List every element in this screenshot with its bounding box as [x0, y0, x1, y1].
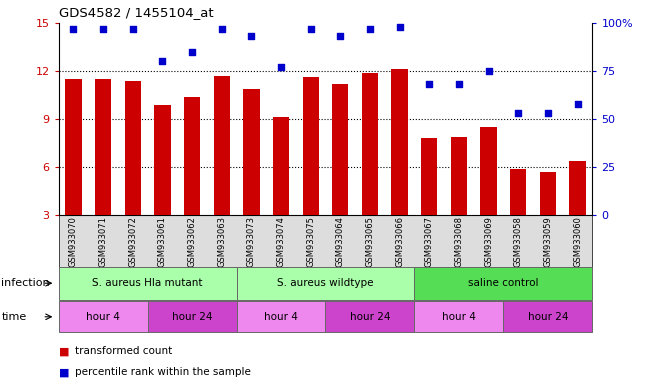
- Point: [335, 33, 346, 40]
- Text: hour 24: hour 24: [528, 312, 568, 322]
- Point: [424, 81, 434, 88]
- Bar: [273, 118, 289, 215]
- Bar: [450, 137, 467, 215]
- Point: [484, 68, 494, 74]
- Bar: [236, 267, 415, 300]
- Text: percentile rank within the sample: percentile rank within the sample: [75, 367, 251, 377]
- Bar: [59, 267, 236, 300]
- Bar: [303, 78, 319, 215]
- Text: infection: infection: [1, 278, 50, 288]
- Bar: [480, 127, 497, 215]
- Bar: [332, 84, 348, 215]
- Bar: [570, 161, 586, 215]
- Point: [305, 26, 316, 32]
- Text: hour 24: hour 24: [350, 312, 390, 322]
- Text: ■: ■: [59, 346, 69, 356]
- Bar: [59, 301, 148, 332]
- Bar: [503, 301, 592, 332]
- Bar: [124, 81, 141, 215]
- Text: S. aureus wildtype: S. aureus wildtype: [277, 278, 374, 288]
- Bar: [391, 70, 408, 215]
- Bar: [236, 301, 326, 332]
- Point: [572, 101, 583, 107]
- Bar: [148, 301, 236, 332]
- Text: GDS4582 / 1455104_at: GDS4582 / 1455104_at: [59, 6, 214, 19]
- Bar: [415, 267, 592, 300]
- Bar: [362, 73, 378, 215]
- Point: [395, 24, 405, 30]
- Bar: [184, 97, 201, 215]
- Bar: [326, 301, 415, 332]
- Text: transformed count: transformed count: [75, 346, 172, 356]
- Point: [543, 110, 553, 116]
- Text: hour 4: hour 4: [86, 312, 120, 322]
- Text: hour 4: hour 4: [442, 312, 476, 322]
- Point: [246, 33, 256, 40]
- Point: [217, 26, 227, 32]
- Bar: [214, 76, 230, 215]
- Bar: [510, 169, 527, 215]
- Bar: [415, 301, 503, 332]
- Point: [128, 26, 138, 32]
- Point: [68, 26, 79, 32]
- Bar: [95, 79, 111, 215]
- Text: saline control: saline control: [468, 278, 538, 288]
- Text: time: time: [1, 312, 27, 322]
- Point: [454, 81, 464, 88]
- Point: [365, 26, 375, 32]
- Bar: [65, 79, 81, 215]
- Point: [187, 49, 197, 55]
- Text: S. aureus Hla mutant: S. aureus Hla mutant: [92, 278, 203, 288]
- Bar: [243, 89, 260, 215]
- Bar: [421, 138, 437, 215]
- Bar: [154, 105, 171, 215]
- Text: hour 24: hour 24: [172, 312, 212, 322]
- Text: hour 4: hour 4: [264, 312, 298, 322]
- Bar: [540, 172, 556, 215]
- Text: ■: ■: [59, 367, 69, 377]
- Point: [157, 58, 167, 65]
- Point: [98, 26, 108, 32]
- Point: [276, 64, 286, 70]
- Point: [513, 110, 523, 116]
